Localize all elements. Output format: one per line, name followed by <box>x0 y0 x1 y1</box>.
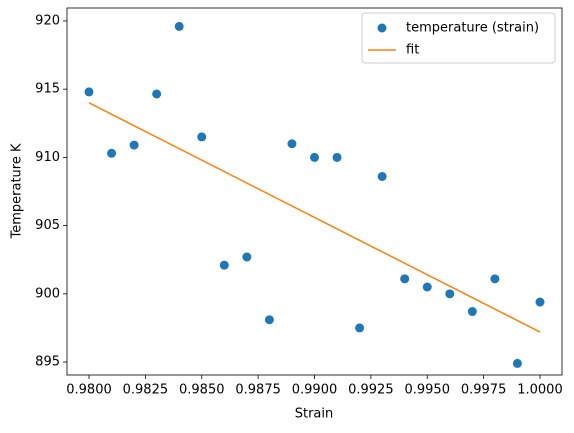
legend-label: temperature (strain) <box>406 21 539 36</box>
x-tick-label: 0.9900 <box>292 383 338 398</box>
x-tick-label: 0.9950 <box>404 383 450 398</box>
point <box>287 139 297 149</box>
point <box>400 274 410 284</box>
x-tick-label: 0.9975 <box>461 383 507 398</box>
point <box>310 152 319 162</box>
y-tick-label: 920 <box>35 13 60 28</box>
x-tick-label: 0.9800 <box>66 383 112 398</box>
point <box>219 260 229 270</box>
y-tick-label: 910 <box>35 150 60 165</box>
x-tick-label: 0.9875 <box>235 383 281 398</box>
x-tick-label: 1.0000 <box>517 383 563 398</box>
y-tick-label: 900 <box>35 286 60 301</box>
point <box>535 297 545 307</box>
point <box>197 132 207 142</box>
legend-marker <box>377 23 387 33</box>
x-tick-label: 0.9925 <box>348 383 394 398</box>
y-tick-label: 895 <box>35 355 60 370</box>
point <box>129 140 139 150</box>
legend-box <box>361 12 556 64</box>
axes-frame <box>66 7 563 376</box>
point <box>467 307 477 317</box>
point <box>422 282 432 292</box>
legend-label: fit <box>406 43 419 58</box>
point <box>445 289 455 299</box>
y-axis-label: Temperature K <box>10 143 25 239</box>
point <box>355 323 365 333</box>
point <box>490 274 500 284</box>
point <box>84 87 94 97</box>
x-tick-label: 0.9825 <box>123 383 169 398</box>
fit-line <box>88 102 541 333</box>
point <box>377 171 387 181</box>
point <box>242 252 252 262</box>
x-axis-label: Strain <box>295 407 334 422</box>
point <box>512 358 522 368</box>
point <box>152 89 162 99</box>
point <box>332 152 342 162</box>
point <box>107 148 117 158</box>
x-tick-label: 0.9850 <box>179 383 225 398</box>
point <box>174 21 184 31</box>
point <box>264 315 274 325</box>
y-tick-label: 915 <box>35 82 60 97</box>
y-tick-label: 905 <box>35 218 60 233</box>
